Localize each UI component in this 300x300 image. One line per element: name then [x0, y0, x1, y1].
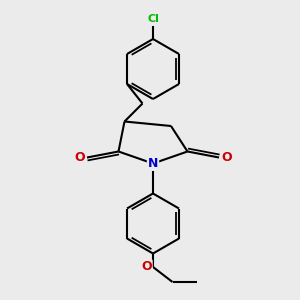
Text: O: O: [74, 151, 85, 164]
Text: O: O: [221, 151, 232, 164]
Text: Cl: Cl: [147, 14, 159, 24]
Text: N: N: [148, 157, 158, 170]
Text: O: O: [141, 260, 152, 274]
